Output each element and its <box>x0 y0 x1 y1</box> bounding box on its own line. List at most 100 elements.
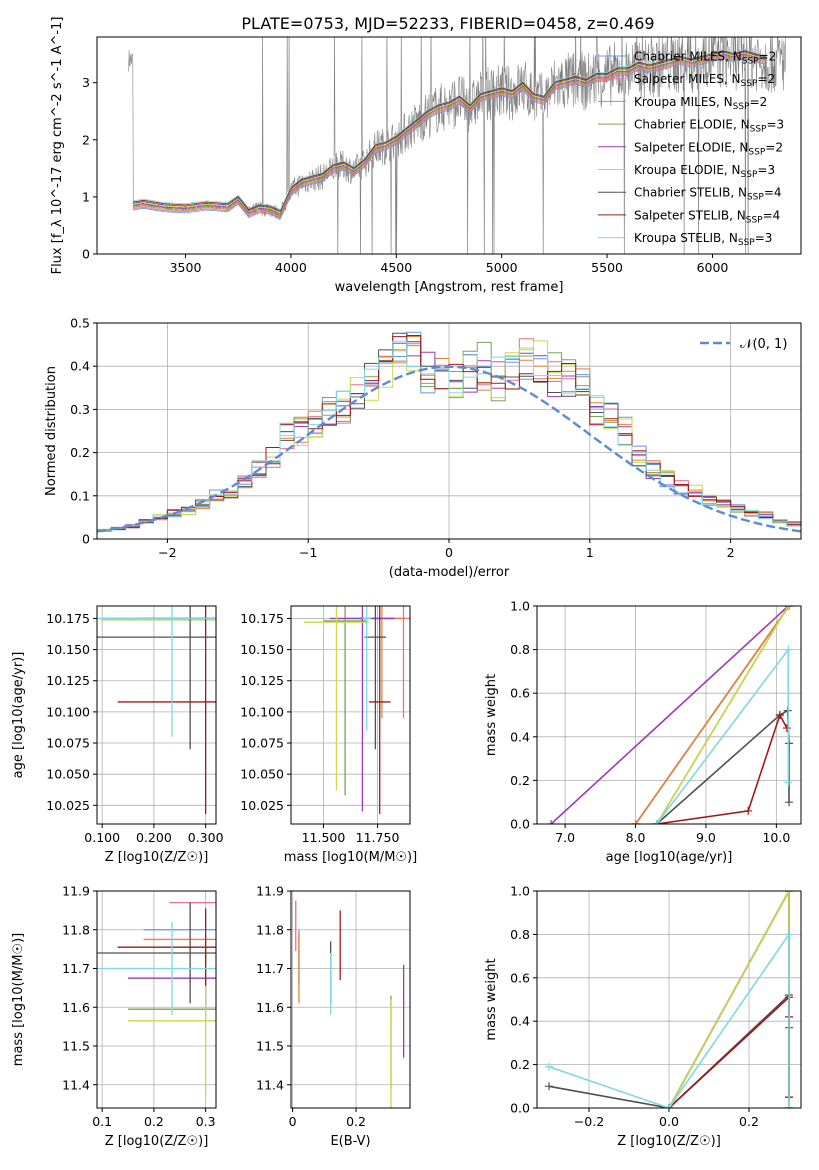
tick-label-y: 1.0 <box>510 599 530 614</box>
plot-area <box>97 606 216 815</box>
series-line-chabrier-stelib <box>656 709 790 824</box>
series-line-kroupa-miles <box>634 606 790 824</box>
series-line-salpeter-elodie <box>550 606 789 824</box>
legend-subscript: SSP <box>750 125 767 135</box>
series-line-salpeter-stelib <box>668 995 790 1108</box>
tick-label-y: 0.8 <box>510 927 530 942</box>
axis-label-x: mass [log10(M/M☉)] <box>284 850 417 865</box>
tick-label-x: 8.0 <box>626 830 646 845</box>
axes-frame <box>96 322 802 540</box>
tick-label-y: 0.0 <box>510 1101 530 1116</box>
tick-label-y: 11.9 <box>62 884 90 899</box>
legend-count: =2 <box>765 140 783 154</box>
axis-label-x: Z [log10(Z/Z☉)] <box>617 1134 721 1149</box>
tick-label-y: 10.150 <box>240 642 284 657</box>
tick-label-y: 11.5 <box>62 1039 90 1054</box>
tick-label-y: 0 <box>82 532 90 547</box>
legend-subscript: SSP <box>733 102 750 112</box>
point-marker <box>784 606 793 610</box>
plot-area <box>97 901 216 1099</box>
model-line-chabrier-stelib <box>132 51 766 213</box>
legend-count: =3 <box>755 231 773 245</box>
axis-label-y: mass [log10(M/M☉)] <box>11 933 26 1066</box>
tick-label-x: 10.0 <box>762 830 790 845</box>
legend-label: 𝒩(0, 1) <box>740 337 787 352</box>
point-marker <box>785 606 794 610</box>
model-line-kroupa-stelib <box>132 49 766 211</box>
plot-area <box>295 900 405 1108</box>
tick-label-y: 1 <box>82 189 90 204</box>
axis-label-x: wavelength [Angstrom, rest frame] <box>335 280 564 295</box>
point-marker <box>785 930 793 939</box>
axis-label-y: age [log10(age/yr)] <box>11 652 26 779</box>
tick-label-y: 0.4 <box>510 729 530 744</box>
tick-label-y: 11.6 <box>62 1000 90 1015</box>
point-marker <box>545 1062 553 1071</box>
point-marker <box>784 778 793 787</box>
tick-label-x: 2 <box>727 545 735 560</box>
tick-label-x: −2 <box>158 545 176 560</box>
tick-label-y: 11.8 <box>256 922 284 937</box>
tick-label-x: 0 <box>445 545 453 560</box>
plot-area <box>547 606 794 824</box>
tick-label-y: 11.5 <box>256 1039 284 1054</box>
tick-label-x: −0.2 <box>574 1114 604 1129</box>
tick-label-y: 11.6 <box>256 1000 284 1015</box>
tick-label-x: 0.200 <box>136 830 172 845</box>
legend-subscript: SSP <box>741 170 758 180</box>
legend-label: Salpeter MILES, NSSP=2 <box>634 72 775 89</box>
legend-subscript: SSP <box>747 193 764 203</box>
model-line-salpeter-miles <box>132 57 766 219</box>
tick-label-y: 0.2 <box>510 773 530 788</box>
legend-label: Salpeter ELODIE, NSSP=2 <box>634 140 783 157</box>
legend-label: Chabrier ELODIE, NSSP=3 <box>634 118 784 135</box>
tick-label-x: 0.300 <box>188 830 224 845</box>
tick-label-x: 0.2 <box>144 1114 164 1129</box>
tick-label-x: 6000 <box>697 260 729 275</box>
model-line-chabrier-miles <box>132 58 766 220</box>
tick-label-x: 0.3 <box>196 1114 216 1129</box>
model-line-kroupa-miles <box>132 55 766 217</box>
axes-frame <box>96 36 802 255</box>
tick-label-x: 0.0 <box>659 1114 679 1129</box>
point-marker <box>665 1104 673 1108</box>
tick-label-y: 10.100 <box>240 704 284 719</box>
tick-label-x: 0 <box>289 1114 297 1129</box>
tick-label-x: 11.750 <box>356 830 400 845</box>
axes-frame <box>536 890 802 1109</box>
panel-mw_vs_Z: −0.2 0.0 0.2 0.0 0.2 0.4 0.6 0.8 1.0 Z [log10(Z/Z… <box>484 884 802 1149</box>
tick-label-y: 0.4 <box>70 359 90 374</box>
point-marker <box>744 806 753 815</box>
tick-label-y: 0.5 <box>70 316 90 331</box>
tick-label-y: 0.6 <box>510 970 530 985</box>
legend-count: =2 <box>757 72 775 86</box>
model-line-salpeter-elodie <box>132 53 766 215</box>
figure-title: PLATE=0753, MJD=52233, FIBERID=0458, z=0… <box>241 14 654 33</box>
normal-curve <box>97 365 801 533</box>
tick-label-y: 11.7 <box>62 961 90 976</box>
point-marker <box>775 711 784 719</box>
tick-label-y: 10.075 <box>46 736 90 751</box>
legend-subscript: SSP <box>748 147 765 157</box>
tick-label-x: 3500 <box>170 260 202 275</box>
panel-age_vs_mass: 11.500 11.750 10.025 10.050 10.075 10.100 10.1… <box>240 605 417 865</box>
tick-label-x: 5000 <box>486 260 518 275</box>
tick-label-y: 3 <box>82 75 90 90</box>
axes-frame <box>290 605 411 825</box>
point-marker <box>631 820 640 824</box>
tick-label-y: 0.6 <box>510 686 530 701</box>
plot-area <box>97 331 801 539</box>
legend-label: Salpeter STELIB, NSSP=4 <box>634 208 780 225</box>
tick-label-y: 0.4 <box>510 1014 530 1029</box>
tick-label-x: 4500 <box>380 260 412 275</box>
series-line-salpeter-stelib <box>656 712 788 824</box>
point-marker <box>545 1082 553 1091</box>
legend-count: =3 <box>766 118 784 132</box>
tick-label-y: 10.075 <box>240 736 284 751</box>
axis-label-y: Flux [f_λ 10^-17 erg cm^-2 s^-1 A^-1] <box>50 17 65 275</box>
tick-label-y: 10.025 <box>240 798 284 813</box>
axis-label-x: E(B-V) <box>330 1134 370 1149</box>
axis-label-x: (data-model)/error <box>389 565 510 580</box>
legend-count: =3 <box>757 163 775 177</box>
